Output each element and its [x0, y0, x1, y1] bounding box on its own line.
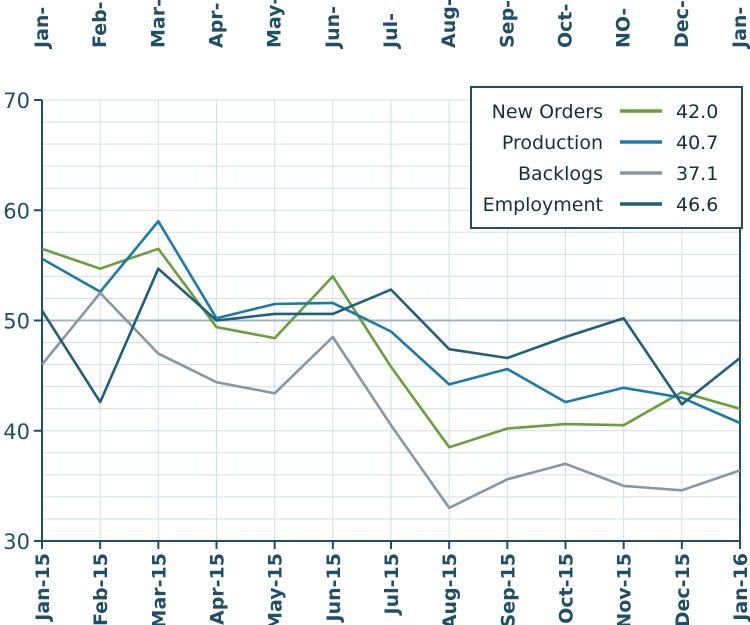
- top-tick-label: Jul-: [380, 13, 402, 50]
- top-tick-label: Jan-: [729, 7, 750, 50]
- legend: New Orders 42.0 Production 40.7 Backlogs 37.1…: [470, 86, 743, 229]
- x-tick-label: Jun-15: [323, 553, 345, 623]
- y-tick-label: 70: [3, 89, 30, 113]
- x-tick-label: Jan-15: [32, 553, 54, 623]
- top-tick-label: May-: [264, 0, 286, 48]
- legend-label-employment: Employment: [483, 194, 603, 216]
- top-tick-label: Oct-: [555, 4, 577, 48]
- top-tick-label: Jun-: [322, 6, 344, 50]
- legend-label-new-orders: New Orders: [492, 101, 603, 123]
- series-line-backlogs: [40, 291, 741, 510]
- top-tick-label: Jan-: [31, 7, 53, 50]
- x-tick-label: Aug-15: [439, 553, 461, 625]
- top-axis: Jan- Feb- Mar- Apr- May- Jun- Jul- Aug- Sep- Oct-…: [31, 0, 750, 50]
- legend-value-backlogs: 37.1: [676, 163, 718, 185]
- y-tick-label: 30: [3, 530, 30, 554]
- series-line-employment: [40, 267, 741, 406]
- x-tick-label: Nov-15: [614, 553, 636, 625]
- x-tick-label: Sep-15: [497, 553, 519, 625]
- x-tick-label: Dec-15: [672, 553, 694, 625]
- y-tick-label: 40: [3, 420, 30, 444]
- top-tick-label: Dec-: [671, 0, 693, 48]
- legend-label-production: Production: [502, 132, 603, 154]
- x-tick-label: May-15: [265, 553, 287, 625]
- y-axis: 30 40 50 60 70: [3, 89, 741, 554]
- x-tick-label: Mar-15: [148, 553, 170, 625]
- x-tick-label: Apr-15: [207, 553, 229, 625]
- legend-box: [470, 86, 743, 229]
- top-tick-label: NO-: [613, 8, 635, 48]
- x-tick-label: Jan-16: [730, 553, 750, 623]
- y-tick-label: 60: [3, 199, 30, 223]
- top-tick-label: Mar-: [147, 0, 169, 48]
- x-axis: Jan-15 Feb-15 Mar-15 Apr-15 May-15 Jun-15 Jul-…: [32, 540, 750, 625]
- series-lines: [40, 220, 741, 510]
- top-tick-label: Feb-: [89, 1, 111, 48]
- x-tick-label: Feb-15: [90, 553, 112, 625]
- series-line-production: [41, 220, 741, 425]
- legend-value-new-orders: 42.0: [676, 101, 718, 123]
- x-tick-label: Jul-15: [381, 553, 403, 616]
- legend-value-employment: 46.6: [676, 194, 718, 216]
- top-tick-label: Aug-: [438, 0, 460, 48]
- x-tick-label: Oct-15: [556, 553, 578, 624]
- legend-label-backlogs: Backlogs: [518, 163, 603, 185]
- top-tick-label: Sep-: [496, 0, 518, 48]
- series-line-new-orders: [41, 247, 741, 449]
- top-tick-label: Apr-: [206, 2, 228, 48]
- y-tick-label: 50: [3, 310, 30, 334]
- legend-value-production: 40.7: [676, 132, 718, 154]
